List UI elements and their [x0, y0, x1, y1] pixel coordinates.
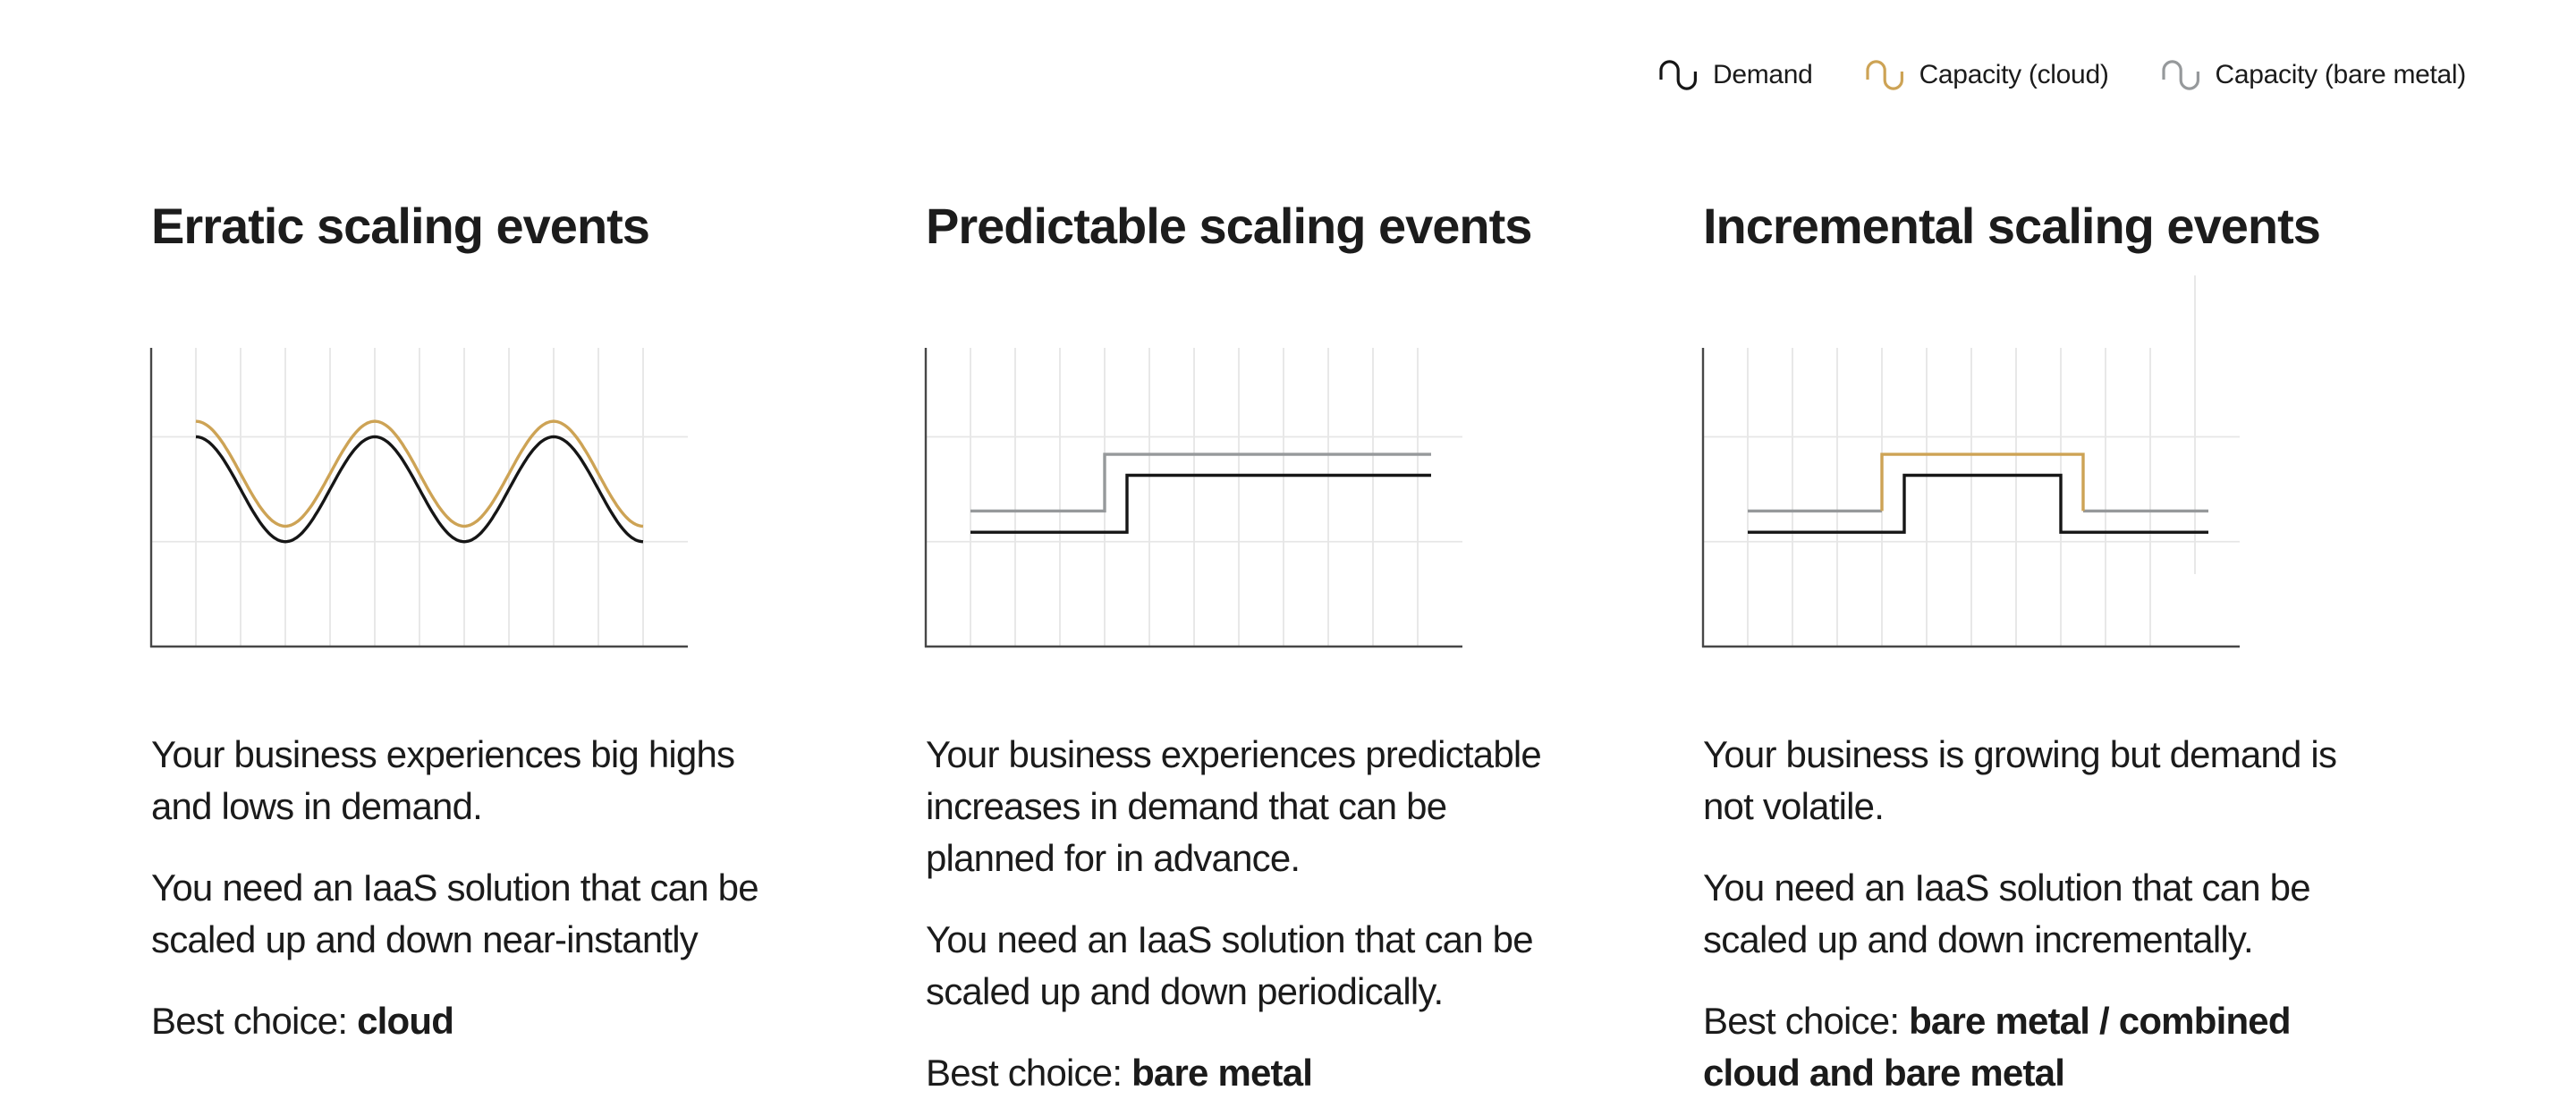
legend-item-capacity-cloud: Capacity (cloud) — [1865, 59, 2109, 91]
best-choice-line: Best choice: bare metal / combined cloud… — [1703, 995, 2472, 1099]
column-title: Incremental scaling events — [1703, 198, 2321, 254]
chart-predictable — [924, 348, 1462, 648]
best-choice-value: cloud — [357, 1000, 454, 1042]
description-paragraph: You need an IaaS solution that can be sc… — [151, 867, 759, 960]
chart-incremental — [1701, 275, 2240, 648]
series-demand — [970, 473, 1431, 534]
best-choice-label: Best choice: — [151, 1000, 358, 1042]
series-cloud — [1880, 452, 2085, 512]
legend-label: Capacity (bare metal) — [2215, 60, 2467, 89]
series-cloud — [195, 419, 644, 528]
best-choice-value: bare metal — [1131, 1052, 1313, 1094]
best-choice-line: Best choice: cloud — [151, 995, 920, 1047]
cloud-capacity-curve-icon — [1865, 60, 1903, 90]
chart-legend: Demand Capacity (cloud) Capacity (bare m… — [1658, 59, 2466, 91]
description-paragraph: You need an IaaS solution that can be sc… — [1703, 867, 2311, 960]
legend-label: Demand — [1712, 60, 1813, 89]
column-body: Your business is growing but demand is n… — [1703, 729, 2472, 1099]
demand-curve-icon — [1659, 60, 1697, 90]
column-title: Erratic scaling events — [151, 198, 650, 254]
bare-metal-capacity-curve-icon — [2161, 60, 2199, 90]
legend-label: Capacity (cloud) — [1919, 60, 2109, 89]
column-body: Your business experiences predictable in… — [926, 729, 1695, 1099]
best-choice-line: Best choice: bare metal — [926, 1047, 1695, 1099]
best-choice-label: Best choice: — [926, 1052, 1132, 1094]
chart-erratic — [149, 348, 688, 648]
description-paragraph: You need an IaaS solution that can be sc… — [926, 918, 1534, 1012]
series-demand — [195, 435, 644, 544]
series-demand — [1748, 473, 2208, 534]
description-paragraph: Your business experiences big highs and … — [151, 733, 735, 827]
best-choice-value: bare metal / combined cloud and bare met… — [1703, 1000, 2292, 1094]
description-paragraph: Your business experiences predictable in… — [926, 733, 1542, 879]
column-body: Your business experiences big highs and … — [151, 729, 920, 1047]
legend-item-demand: Demand — [1658, 59, 1813, 91]
best-choice-label: Best choice: — [1703, 1000, 1910, 1042]
series-bare_metal — [970, 452, 1431, 513]
legend-item-capacity-bare-metal: Capacity (bare metal) — [2161, 59, 2466, 91]
description-paragraph: Your business is growing but demand is n… — [1703, 733, 2337, 827]
column-title: Predictable scaling events — [926, 198, 1532, 254]
